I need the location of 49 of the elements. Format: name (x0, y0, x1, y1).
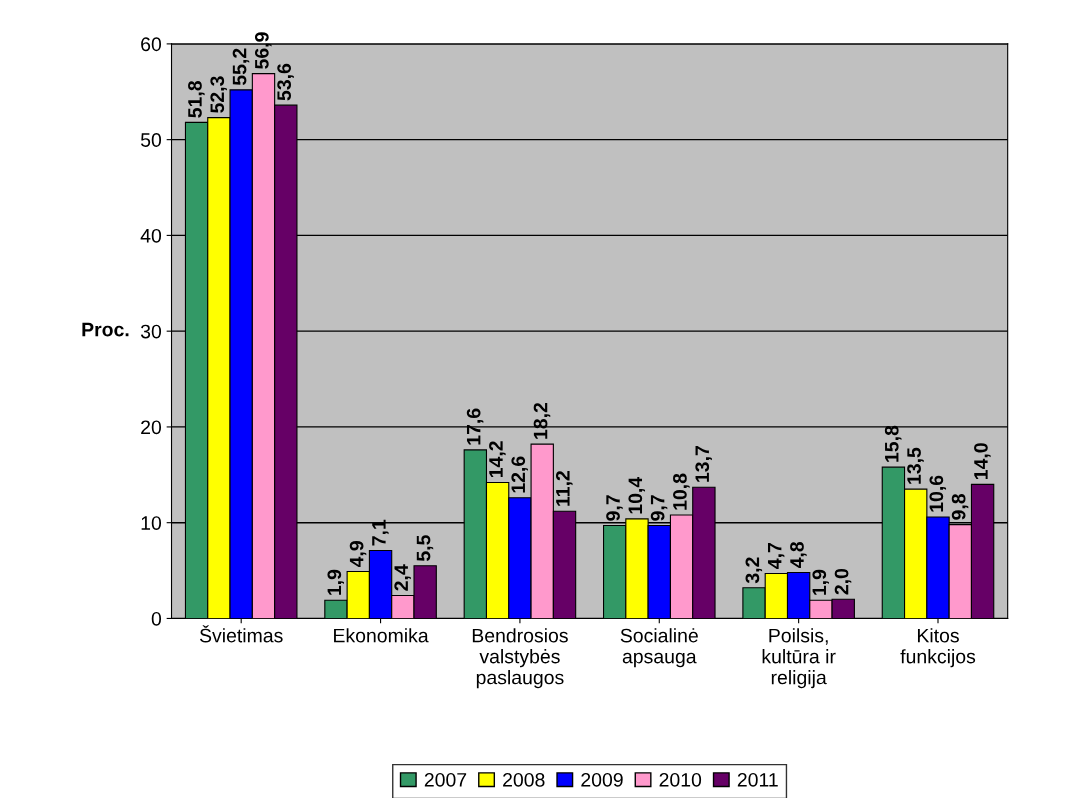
data-label: 9,7 (606, 495, 623, 521)
data-label: 1,9 (327, 569, 344, 595)
x-tick-label: Švietimas (199, 625, 283, 643)
data-label: 14,2 (489, 441, 506, 478)
data-label: 18,2 (533, 402, 551, 439)
y-tick-label: 40 (140, 228, 162, 243)
data-label: 7,1 (372, 519, 389, 546)
legend-label: 2010 (659, 772, 702, 787)
data-label: 10,4 (628, 476, 646, 514)
data-label: 13,7 (695, 446, 712, 482)
x-tick-label: Kitos funkcijos (900, 628, 976, 668)
data-label: 2,4 (394, 564, 411, 591)
data-label: 9,8 (951, 494, 969, 520)
data-label: 55,2 (232, 48, 250, 86)
data-label: 3,2 (745, 557, 763, 584)
y-tick-label: 60 (141, 37, 162, 52)
data-label: 4,8 (790, 541, 807, 569)
y-tick-label: 0 (151, 611, 162, 626)
data-label: 10,8 (673, 473, 690, 510)
y-axis-title: Proc. (82, 322, 129, 337)
data-label: 1,9 (812, 569, 829, 595)
legend-label: 2011 (737, 772, 778, 787)
x-tick-label: Socialinė apsauga (620, 628, 698, 668)
y-tick-label: 30 (140, 324, 162, 339)
legend-label: 2007 (424, 772, 467, 787)
data-label: 11,2 (555, 471, 573, 506)
data-label: 10,6 (929, 475, 947, 512)
data-label: 56,9 (254, 32, 272, 69)
x-tick-label: Poilsis, kultūra ir religija (762, 628, 836, 689)
data-label: 5,5 (416, 535, 434, 562)
y-tick-label: 20 (141, 420, 162, 435)
data-label: 17,6 (466, 408, 484, 445)
data-label: 14,0 (974, 443, 991, 479)
data-label: 4,7 (767, 543, 785, 569)
x-tick-label: Bendrosios valstybės paslaugos (472, 628, 568, 689)
data-label: 2,0 (834, 568, 852, 595)
x-tick-label: Ekonomika (334, 628, 429, 643)
data-label: 52,3 (210, 76, 227, 113)
data-label: 51,8 (188, 81, 205, 118)
data-label: 15,8 (884, 425, 902, 462)
data-label: 53,6 (277, 63, 294, 101)
y-tick-label: 10 (141, 516, 162, 530)
legend-label: 2008 (503, 772, 545, 787)
data-label: 9,7 (650, 495, 668, 521)
data-label: 4,9 (349, 541, 367, 568)
y-tick-label: 50 (140, 133, 162, 147)
data-label: 13,5 (907, 447, 924, 484)
data-label: 12,6 (511, 456, 528, 493)
legend-label: 2009 (581, 772, 623, 787)
